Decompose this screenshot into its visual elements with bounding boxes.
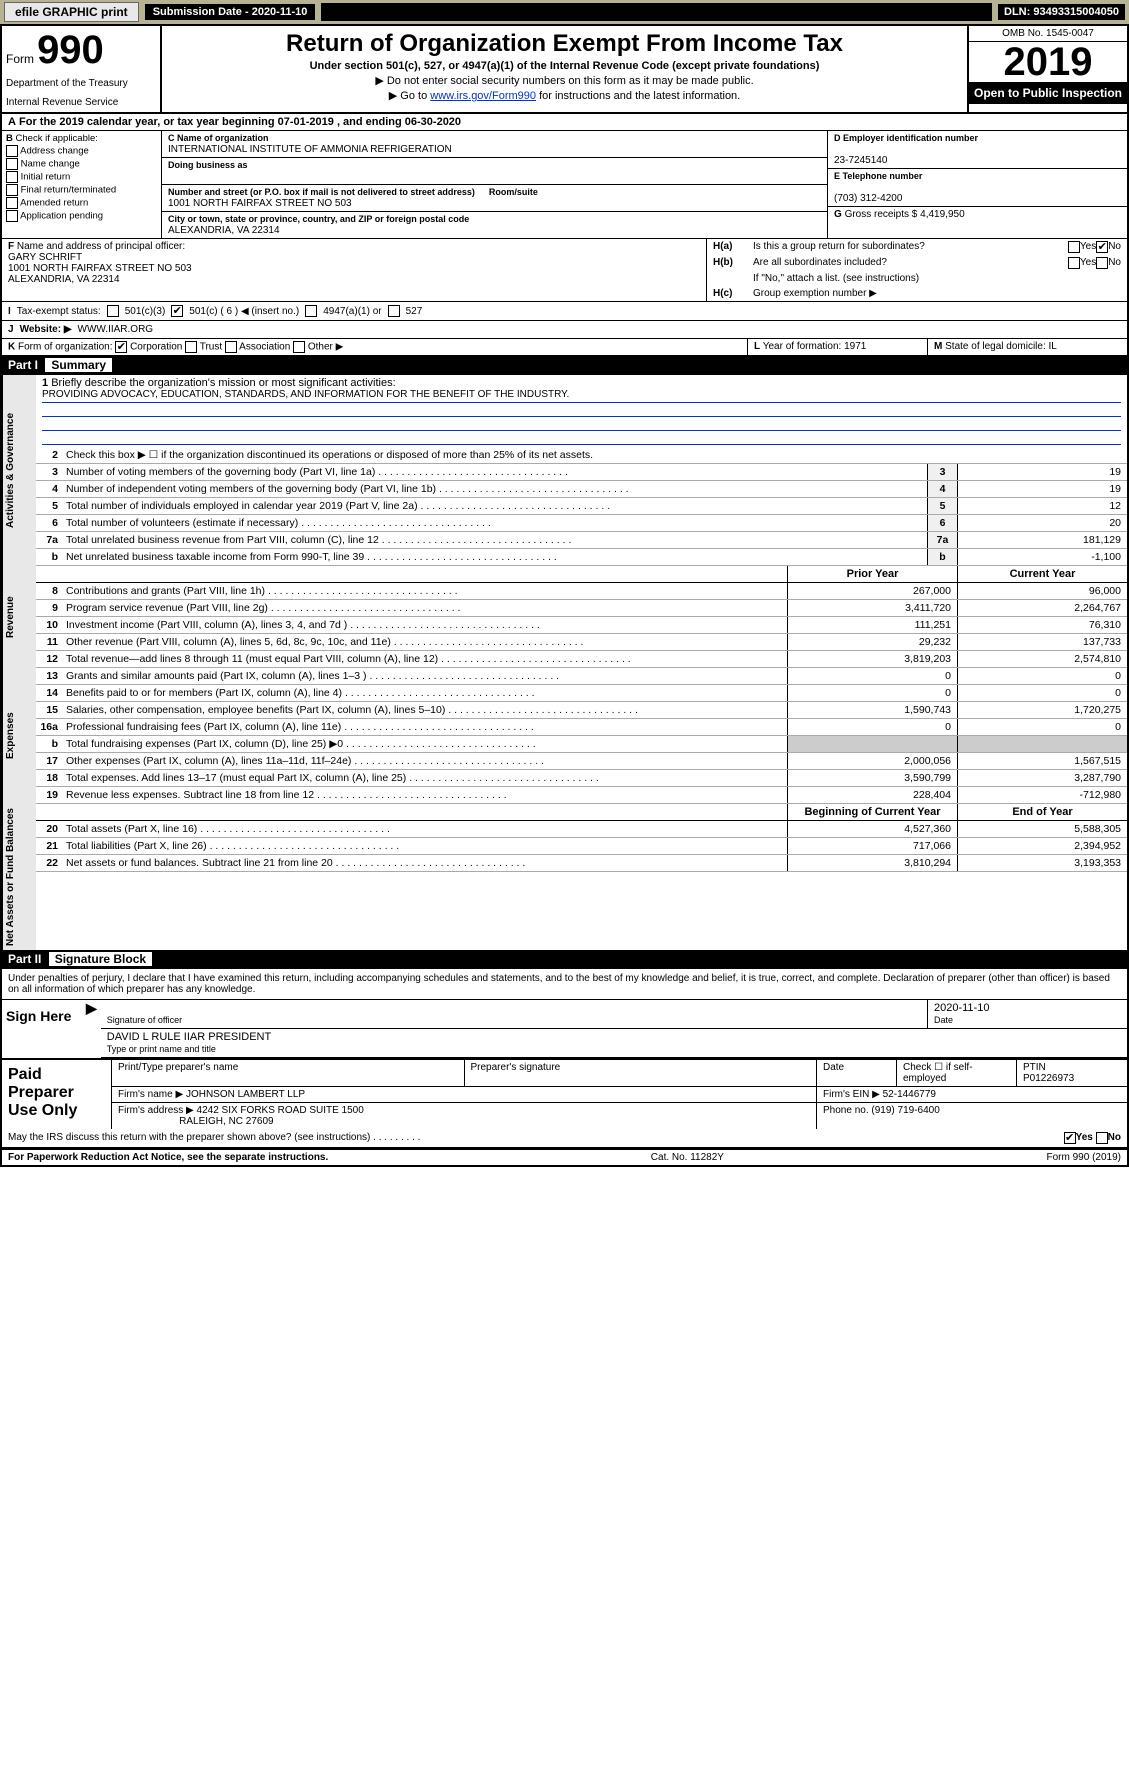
org-city: ALEXANDRIA, VA 22314 [168,225,280,236]
hb-no[interactable] [1096,257,1108,269]
data-line: 17Other expenses (Part IX, column (A), l… [36,753,1127,770]
data-line: 16aProfessional fundraising fees (Part I… [36,719,1127,736]
part-2-header: Part II Signature Block [2,950,1127,969]
discuss-yes[interactable] [1064,1132,1076,1144]
data-line: 19Revenue less expenses. Subtract line 1… [36,787,1127,804]
korg-row: K Form of organization: Corporation Trus… [2,339,1127,356]
discuss-no[interactable] [1096,1132,1108,1144]
boxes-bcd: B Check if applicable: Address change Na… [2,131,1127,239]
year-formed: 1971 [844,341,866,352]
form-number: 990 [37,28,104,72]
discuss-row: May the IRS discuss this return with the… [2,1129,1127,1148]
ein: 23-7245140 [834,155,887,166]
period-line: A For the 2019 calendar year, or tax yea… [2,114,1127,131]
data-line: 22Net assets or fund balances. Subtract … [36,855,1127,872]
sig-date: 2020-11-10 [934,1002,989,1014]
top-bar: efile GRAPHIC print Submission Date - 20… [0,0,1129,24]
mission-text: PROVIDING ADVOCACY, EDUCATION, STANDARDS… [42,389,1121,403]
data-line: 21Total liabilities (Part X, line 26) 71… [36,838,1127,855]
boxb-option[interactable]: Application pending [6,210,157,222]
gross-receipts: 4,419,950 [920,209,965,220]
tax-status-row: I Tax-exempt status: 501(c)(3) 501(c) ( … [2,302,1127,321]
data-line: 10Investment income (Part VIII, column (… [36,617,1127,634]
hb-yes[interactable] [1068,257,1080,269]
ha-yes[interactable] [1068,241,1080,253]
form-label: Form [6,52,34,66]
org-address: 1001 NORTH FAIRFAX STREET NO 503 [168,198,352,209]
gov-line: 6Total number of volunteers (estimate if… [36,515,1127,532]
data-line: 8Contributions and grants (Part VIII, li… [36,583,1127,600]
side-expenses: Expenses [2,668,36,804]
data-line: 12Total revenue—add lines 8 through 11 (… [36,651,1127,668]
subtitle-2: ▶ Do not enter social security numbers o… [170,74,959,87]
data-line: 11Other revenue (Part VIII, column (A), … [36,634,1127,651]
irs: Internal Revenue Service [6,97,156,108]
phone: (703) 312-4200 [834,193,902,204]
gov-line: 4Number of independent voting members of… [36,481,1127,498]
footer: For Paperwork Reduction Act Notice, see … [2,1148,1127,1165]
dept: Department of the Treasury [6,78,156,89]
boxb-option[interactable]: Amended return [6,197,157,209]
side-governance: Activities & Governance [2,375,36,566]
org-name: INTERNATIONAL INSTITUTE OF AMMONIA REFRI… [168,144,452,155]
gov-line: 3Number of voting members of the governi… [36,464,1127,481]
website-row: J Website: ▶ WWW.IIAR.ORG [2,321,1127,339]
data-line: 18Total expenses. Add lines 13–17 (must … [36,770,1127,787]
officer-typed: DAVID L RULE IIAR PRESIDENT [107,1031,271,1043]
side-revenue: Revenue [2,566,36,668]
data-line: 13Grants and similar amounts paid (Part … [36,668,1127,685]
firm-ein: 52-1446779 [883,1089,936,1100]
box-c: C Name of organizationINTERNATIONAL INST… [162,131,827,238]
data-line: 20Total assets (Part X, line 16) 4,527,3… [36,821,1127,838]
data-line: 15Salaries, other compensation, employee… [36,702,1127,719]
officer-name: GARY SCHRIFT [8,252,82,263]
data-line: 9Program service revenue (Part VIII, lin… [36,600,1127,617]
box-d-e-g: D Employer identification number23-72451… [827,131,1127,238]
firm-name: JOHNSON LAMBERT LLP [186,1089,305,1100]
instructions-link[interactable]: www.irs.gov/Form990 [430,90,536,102]
boxb-option[interactable]: Final return/terminated [6,184,157,196]
dln: DLN: 93493315004050 [998,4,1125,20]
boxb-option[interactable]: Name change [6,158,157,170]
main-title: Return of Organization Exempt From Incom… [170,30,959,58]
box-b: B Check if applicable: Address change Na… [2,131,162,238]
boxb-option[interactable]: Initial return [6,171,157,183]
box-f-h: F Name and address of principal officer:… [2,239,1127,302]
part-1-header: Part I Summary [2,356,1127,375]
data-line: bTotal fundraising expenses (Part IX, co… [36,736,1127,753]
boxb-option[interactable]: Address change [6,145,157,157]
website: WWW.IIAR.ORG [78,324,154,335]
prep-phone: (919) 719-6400 [871,1105,939,1116]
tax-year: 2019 [969,42,1127,82]
form-frame: Form 990 Department of the Treasury Inte… [0,24,1129,1167]
paid-preparer-block: Paid Preparer Use Only Print/Type prepar… [2,1058,1127,1129]
submission-date: Submission Date - 2020-11-10 [145,4,316,20]
subtitle-1: Under section 501(c), 527, or 4947(a)(1)… [170,60,959,72]
form-header: Form 990 Department of the Treasury Inte… [2,26,1127,114]
subtitle-3: ▶ Go to www.irs.gov/Form990 for instruct… [170,89,959,102]
efile-button[interactable]: efile GRAPHIC print [4,2,139,22]
gov-line: 5Total number of individuals employed in… [36,498,1127,515]
gov-line: 7aTotal unrelated business revenue from … [36,532,1127,549]
ha-no[interactable] [1096,241,1108,253]
sign-here-block: Sign Here ▶ Signature of officer2020-11-… [2,999,1127,1058]
declaration: Under penalties of perjury, I declare th… [2,969,1127,999]
data-line: 14Benefits paid to or for members (Part … [36,685,1127,702]
open-public: Open to Public Inspection [969,82,1127,104]
spacer-bar [321,3,992,21]
state-domicile: IL [1049,341,1057,352]
ptin: P01226973 [1023,1073,1074,1084]
gov-line: bNet unrelated business taxable income f… [36,549,1127,566]
side-net: Net Assets or Fund Balances [2,804,36,950]
